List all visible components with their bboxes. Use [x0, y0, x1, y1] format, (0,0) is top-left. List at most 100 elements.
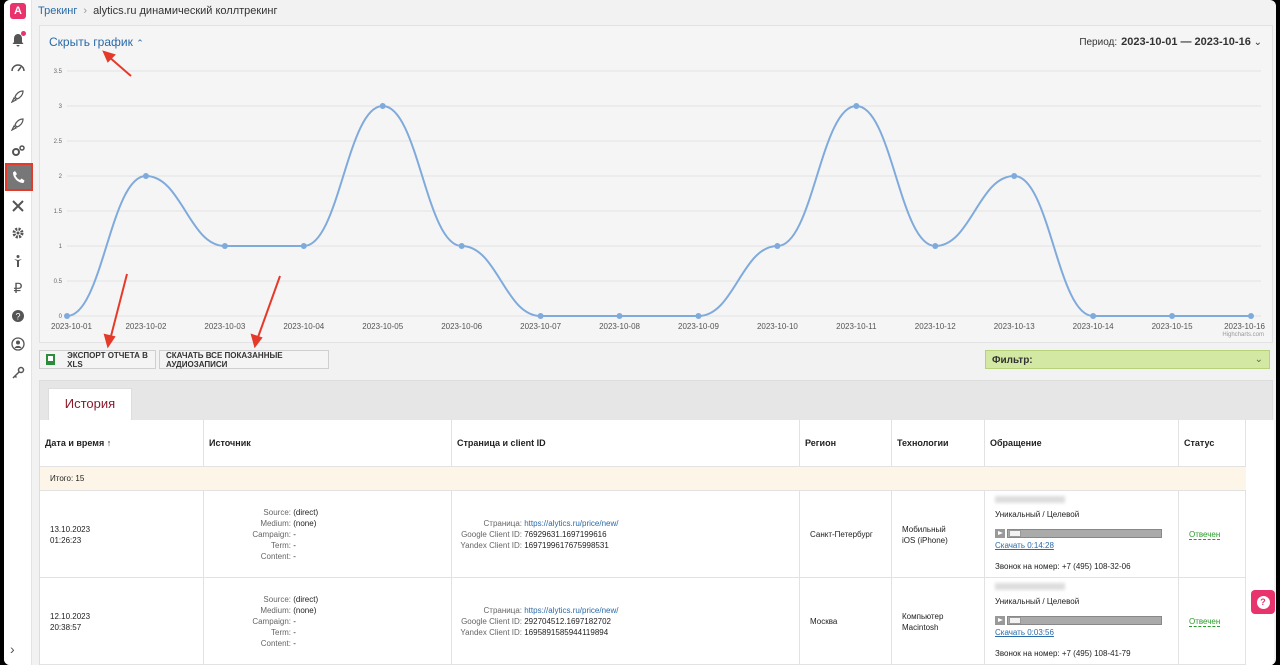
chevron-down-icon: ⌄ [1253, 37, 1262, 48]
page-cell: Страница: https://alytics.ru/price/new/ … [452, 578, 800, 665]
region-cell: Москва [800, 578, 892, 665]
rocket-icon[interactable] [7, 85, 29, 107]
download-audio-button[interactable]: Скачать все показанные аудиозаписи [159, 350, 329, 369]
history-panel: История Дата и время ↑ Источник Страница… [39, 380, 1274, 665]
breadcrumb: Трекинг › alytics.ru динамический коллтрек… [38, 5, 277, 17]
audio-scrubber[interactable] [1009, 617, 1021, 624]
download-recording-link[interactable]: Скачать 0:14:28 [995, 541, 1054, 550]
period-value: 2023-10-01 — 2023-10-16 [1121, 36, 1251, 48]
ruble-icon[interactable]: ₽ [13, 279, 23, 296]
data-point [1090, 313, 1097, 319]
x-tick-label: 2023-10-03 [204, 322, 245, 331]
status-cell: Отвечен [1179, 491, 1246, 578]
audio-player[interactable] [995, 616, 1162, 625]
page-url-link[interactable]: https://alytics.ru/price/new/ [524, 606, 619, 615]
datetime-cell: 13.10.2023 01:26:23 [40, 491, 204, 578]
download-audio-label: Скачать все показанные аудиозаписи [166, 350, 283, 369]
play-icon[interactable] [995, 616, 1005, 625]
bell-icon[interactable] [7, 29, 29, 51]
value-campaign: - [293, 617, 296, 626]
rocket-alt-icon[interactable] [7, 113, 29, 135]
table-row: 13.10.2023 01:26:23 Source: (direct) Medi… [40, 491, 1246, 578]
data-point [1169, 313, 1176, 319]
tab-history[interactable]: История [48, 388, 132, 420]
page-url-link[interactable]: https://alytics.ru/price/new/ [524, 519, 619, 528]
account-icon[interactable] [7, 333, 29, 355]
play-icon[interactable] [995, 529, 1005, 538]
label-page: Страница: [483, 519, 522, 528]
redacted-caller [995, 496, 1065, 503]
tech-device: Мобильный [902, 525, 946, 534]
total-row: Итого: 15 [40, 467, 1246, 491]
label-term: Term: [271, 541, 291, 550]
data-point [379, 103, 386, 109]
y-tick-label: 0 [59, 314, 63, 320]
svg-text:?: ? [15, 312, 20, 322]
gears-icon[interactable] [7, 140, 29, 162]
filter-dropdown[interactable]: Фильтр: ⌄ [985, 350, 1270, 369]
app-logo[interactable]: A [10, 3, 26, 19]
breadcrumb-root[interactable]: Трекинг [38, 5, 78, 17]
value-medium: (none) [293, 519, 317, 528]
value-source: (direct) [293, 595, 319, 604]
tools-icon[interactable] [7, 195, 29, 217]
label-medium: Medium: [260, 606, 291, 615]
audio-player[interactable] [995, 529, 1162, 538]
calls-table: Дата и время ↑ Источник Страница и clien… [40, 420, 1274, 665]
notification-dot [21, 31, 26, 36]
x-tick-label: 2023-10-14 [1073, 322, 1114, 331]
called-number: Звонок на номер: +7 (495) 108-41-79 [995, 649, 1131, 658]
sidebar: A ₽ ? [4, 0, 33, 665]
x-tick-label: 2023-10-10 [757, 322, 798, 331]
settings-gear-icon[interactable] [7, 222, 29, 244]
column-header-call: Обращение [985, 420, 1179, 467]
audio-progress-bar[interactable] [1007, 616, 1162, 625]
label-source: Source: [263, 595, 291, 604]
tech-device: Компьютер [902, 612, 944, 621]
label-page: Страница: [483, 606, 522, 615]
y-tick-label: 2 [59, 174, 63, 180]
breadcrumb-separator: › [83, 5, 88, 17]
period-selector[interactable]: Период: 2023-10-01 — 2023-10-16 ⌄ [1079, 36, 1262, 48]
audio-scrubber[interactable] [1009, 530, 1021, 537]
total-label: Итого: 15 [50, 474, 85, 483]
expand-sidebar-icon[interactable]: › [10, 641, 15, 657]
line-chart: 0 0.5 1 1.5 2 2.5 3 3.5 2023-10-01 2023-10-02 2023… [51, 69, 1266, 331]
help-circle-icon[interactable]: ? [7, 305, 29, 327]
value-source: (direct) [293, 508, 319, 517]
value-term: - [293, 541, 296, 550]
column-header-page: Страница и client ID [452, 420, 800, 467]
phone-icon[interactable] [5, 163, 33, 191]
column-header-datetime[interactable]: Дата и время ↑ [40, 420, 204, 467]
download-recording-link[interactable]: Скачать 0:03:56 [995, 628, 1054, 637]
source-cell: Source: (direct) Medium: (none) Campaign… [204, 578, 452, 665]
y-tick-label: 0.5 [54, 279, 63, 285]
dashboard-gauge-icon[interactable] [7, 57, 29, 79]
call-type: Уникальный / Целевой [995, 597, 1080, 606]
data-point [1248, 313, 1254, 319]
audio-progress-bar[interactable] [1007, 529, 1162, 538]
chart-credits[interactable]: Highcharts.com [1222, 332, 1264, 338]
app-window: A ₽ ? [4, 0, 1276, 665]
hide-graph-toggle[interactable]: Скрыть график ⌃ [49, 35, 144, 49]
key-icon[interactable] [7, 362, 29, 384]
column-header-tech: Технологии [892, 420, 985, 467]
column-header-status: Статус [1179, 420, 1246, 467]
excel-icon [46, 354, 56, 365]
y-tick-label: 1 [59, 244, 63, 250]
label-medium: Medium: [260, 519, 291, 528]
column-header-source: Источник [204, 420, 452, 467]
label-term: Term: [271, 628, 291, 637]
data-point [142, 173, 149, 179]
data-point [458, 243, 465, 249]
data-point [616, 313, 623, 319]
label-content: Content: [260, 639, 291, 648]
label-yandex-client-id: Yandex Client ID: [460, 628, 522, 637]
export-xls-button[interactable]: Экспорт отчета в XLS [39, 350, 156, 369]
data-point [1011, 173, 1018, 179]
person-icon[interactable] [7, 250, 29, 272]
chevron-down-icon: ⌄ [1254, 354, 1263, 365]
label-yandex-client-id: Yandex Client ID: [460, 541, 522, 550]
status-badge: Отвечен [1189, 617, 1221, 627]
help-button[interactable]: ? [1251, 590, 1275, 614]
